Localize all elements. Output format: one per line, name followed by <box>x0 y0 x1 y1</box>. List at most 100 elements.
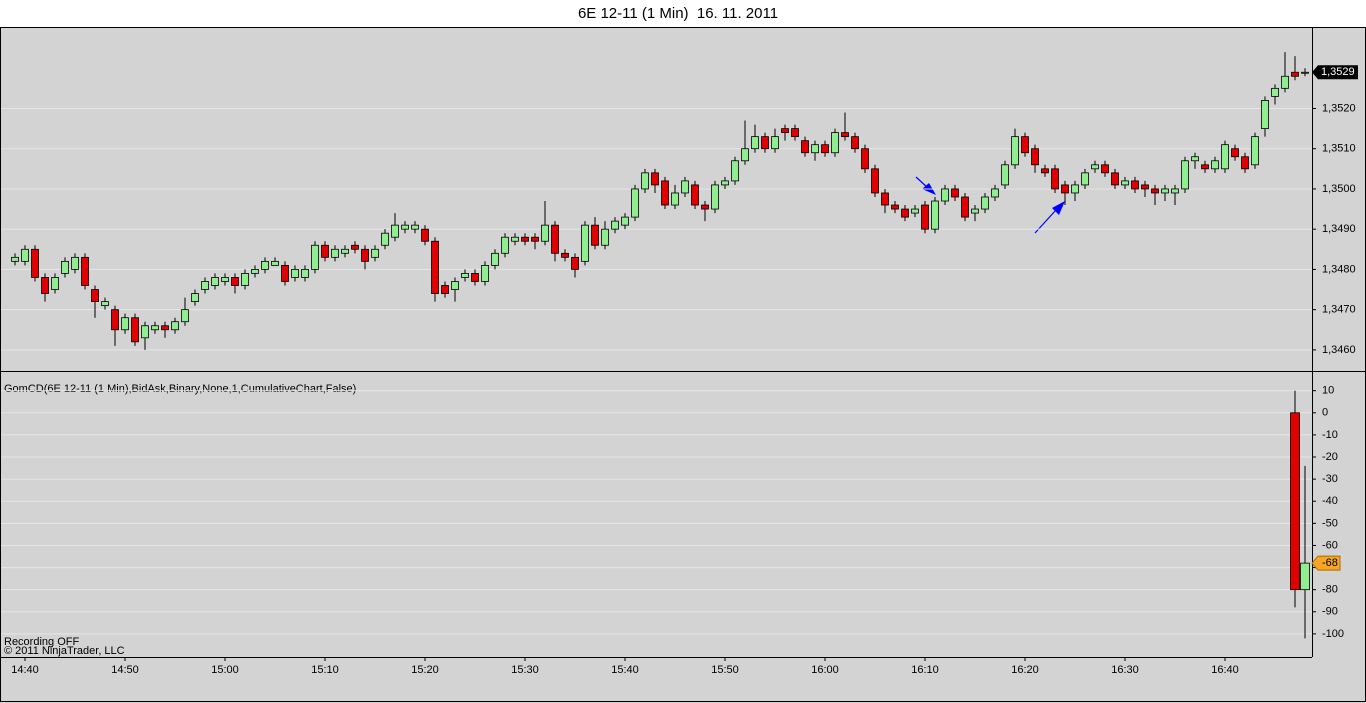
candle-body <box>471 273 479 282</box>
y-tick-label: -30 <box>1322 473 1338 485</box>
candle-body <box>281 264 289 282</box>
candle-body <box>251 269 259 274</box>
candle-body <box>1271 87 1279 97</box>
candle-body <box>1021 136 1029 154</box>
candle-body <box>1171 188 1179 194</box>
candle-body <box>161 325 169 331</box>
x-tick-label: 15:50 <box>711 664 739 676</box>
candle-body <box>951 188 959 198</box>
y-tick-label: -40 <box>1322 495 1338 507</box>
candle-body <box>1031 148 1039 166</box>
candle-body <box>551 224 559 254</box>
candle-body <box>441 285 449 294</box>
candle-body <box>121 317 129 331</box>
note: Recording OFF <box>4 636 79 648</box>
candle-body <box>611 220 619 230</box>
candle-body <box>1111 172 1119 186</box>
candle-body <box>751 136 759 150</box>
candle-body <box>831 132 839 154</box>
candle-body <box>451 281 459 290</box>
candle-body <box>621 216 629 226</box>
candle-body <box>1201 164 1209 170</box>
candle-body <box>1001 164 1009 186</box>
candle-body <box>521 236 529 242</box>
candle-body <box>1081 172 1089 186</box>
y-tick-label: -20 <box>1322 451 1338 463</box>
y-tick-label: 1,3460 <box>1322 344 1356 356</box>
y-tick-label: -50 <box>1322 517 1338 529</box>
candle-body <box>211 277 219 286</box>
candle-body <box>811 144 819 154</box>
candle-body <box>341 248 349 254</box>
y-tick-label: 1,3510 <box>1322 143 1356 155</box>
candle-body <box>781 128 789 134</box>
candle-body <box>391 224 399 238</box>
candle-body <box>1041 168 1049 174</box>
candle-body <box>1061 184 1069 194</box>
candle-body <box>701 204 709 210</box>
candle-body <box>41 277 49 294</box>
candle-body <box>591 224 599 246</box>
candle-body <box>631 188 639 218</box>
x-tick-label: 15:10 <box>311 664 339 676</box>
candle-body <box>911 208 919 214</box>
candle-body <box>11 256 19 262</box>
x-tick-label: 16:10 <box>911 664 939 676</box>
last-value-label: -68 <box>1322 557 1338 569</box>
candle-body <box>1231 148 1239 158</box>
candle-body <box>531 236 539 242</box>
x-tick-label: 16:30 <box>1111 664 1139 676</box>
last-price-label: 1,3529 <box>1321 66 1355 78</box>
candle-body <box>361 248 369 262</box>
candle-body <box>1291 71 1299 77</box>
candle-body <box>431 240 439 294</box>
x-tick-label: 15:20 <box>411 664 439 676</box>
candle-body <box>821 144 829 154</box>
candle-body <box>231 277 239 286</box>
candle-body <box>921 204 929 230</box>
candle-body <box>971 208 979 214</box>
candle-body <box>871 168 879 194</box>
y-tick-label: -90 <box>1322 606 1338 618</box>
candle-body <box>731 160 739 182</box>
candle-body <box>791 128 799 138</box>
candle-body <box>201 281 209 290</box>
candle-body <box>381 232 389 246</box>
x-tick-label: 14:50 <box>111 664 139 676</box>
candle-body <box>1221 144 1229 170</box>
candle-body <box>421 228 429 242</box>
candle-body <box>351 244 359 250</box>
candle-body <box>671 192 679 206</box>
candle-body <box>1211 160 1219 170</box>
candle-body <box>541 224 549 242</box>
candle-body <box>1091 164 1099 170</box>
candle-body <box>411 224 419 230</box>
candle-body <box>981 196 989 210</box>
candle-body <box>901 208 909 218</box>
x-tick-label: 15:30 <box>511 664 539 676</box>
candle-body <box>1161 188 1169 194</box>
candle-body <box>1131 180 1139 190</box>
x-tick-label: 14:40 <box>11 664 39 676</box>
candle-body <box>1300 562 1310 591</box>
candle-body <box>581 224 589 262</box>
candle-body <box>1241 156 1249 170</box>
last-value-marker <box>1311 555 1341 571</box>
y-tick-label: 0 <box>1322 407 1328 419</box>
candle-body <box>601 228 609 246</box>
candle-body <box>851 136 859 150</box>
candle-body <box>651 172 659 186</box>
x-tick-label: 16:20 <box>1011 664 1039 676</box>
candle-body <box>311 244 319 270</box>
candle-body <box>941 188 949 202</box>
y-tick-label: 1,3470 <box>1322 304 1356 316</box>
candle-body <box>371 248 379 258</box>
candle-body <box>761 136 769 150</box>
y-tick-label: -10 <box>1322 429 1338 441</box>
y-tick-label: 10 <box>1322 385 1334 397</box>
candle-body <box>1071 184 1079 194</box>
y-tick-label: 1,3500 <box>1322 183 1356 195</box>
candle-body <box>331 248 339 258</box>
candle-body <box>1191 156 1199 162</box>
